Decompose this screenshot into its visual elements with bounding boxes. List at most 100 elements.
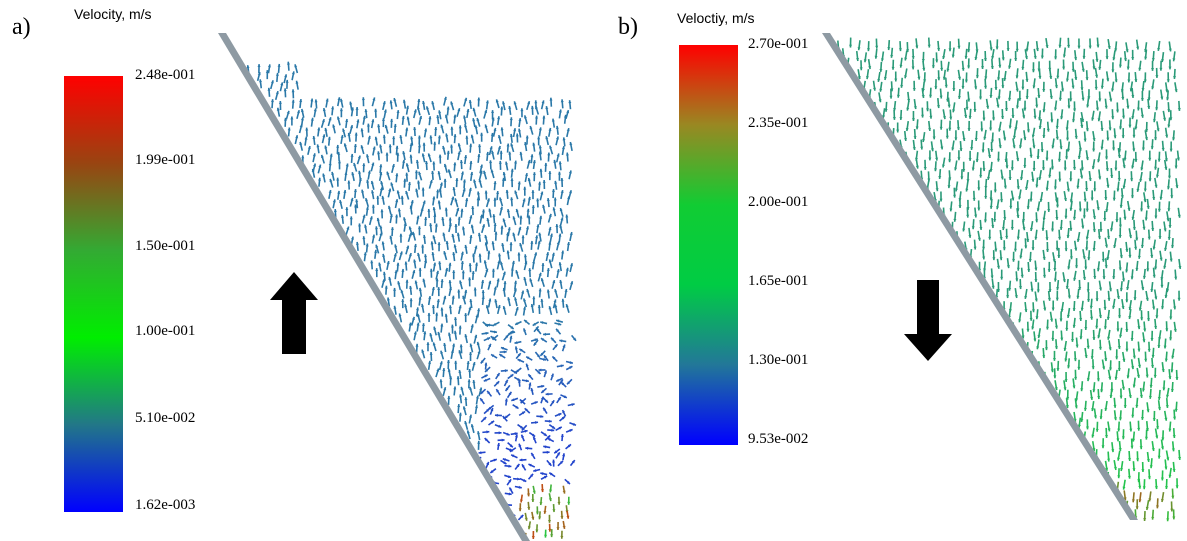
velocity-vector-head [332, 199, 336, 203]
velocity-vector-head [1042, 256, 1046, 260]
velocity-vector-head [1080, 307, 1084, 311]
velocity-vector-head [982, 117, 986, 121]
velocity-vector-head [514, 190, 518, 194]
velocity-vector-head [1047, 209, 1051, 212]
velocity-vector-head [548, 259, 552, 263]
velocity-vector-head [1106, 316, 1110, 320]
velocity-vector-head [1164, 358, 1168, 362]
velocity-vector-head [1055, 216, 1059, 220]
velocity-vector-head [1125, 269, 1129, 273]
velocity-vector-head [492, 214, 496, 218]
velocity-vector-head [993, 218, 997, 222]
velocity-vector-head [324, 145, 328, 149]
velocity-vector-head [968, 234, 972, 238]
velocity-vector-head [378, 262, 382, 266]
velocity-vector-head [1051, 228, 1055, 232]
velocity-vector-head [312, 136, 316, 140]
velocity-vector-head [981, 149, 985, 153]
colorbar-b [679, 45, 738, 445]
velocity-vector-head [406, 245, 410, 249]
velocity-vector-head [514, 432, 518, 436]
velocity-vector-head [938, 176, 942, 179]
velocity-vector-head [1078, 287, 1082, 290]
velocity-vector-head [379, 225, 383, 229]
velocity-vector-head [899, 64, 903, 68]
velocity-vector-head [488, 298, 492, 302]
velocity-vector-head [553, 159, 557, 163]
velocity-vector-head [299, 124, 303, 128]
velocity-vector-head [524, 319, 528, 323]
velocity-vector-head [480, 390, 484, 394]
velocity-vector-head [438, 261, 442, 265]
velocity-vector-head [1029, 317, 1033, 321]
vector-field-b [836, 37, 1182, 522]
velocity-vector-head [1168, 66, 1172, 70]
down-arrow-icon [904, 280, 952, 361]
velocity-vector-head [524, 429, 528, 433]
velocity-vector-head [534, 401, 538, 405]
velocity-vector-head [1133, 297, 1137, 301]
velocity-vector-head [1176, 157, 1180, 161]
velocity-vector-head [471, 271, 475, 274]
velocity-vector-head [1025, 78, 1029, 82]
velocity-vector-head [443, 96, 447, 100]
velocity-vector-head [1083, 198, 1087, 202]
velocity-vector-head [1079, 336, 1083, 340]
velocity-vector-head [1092, 337, 1096, 340]
velocity-vector-head [1146, 268, 1150, 272]
velocity-vector-head [1132, 148, 1136, 152]
velocity-vector-head [468, 263, 472, 267]
velocity-vector-head [369, 216, 373, 220]
velocity-vector-head [343, 143, 347, 147]
velocity-vector-head [551, 337, 555, 341]
velocity-vector-head [555, 125, 559, 129]
velocity-vector-head [433, 141, 437, 145]
velocity-vector-head [496, 191, 500, 194]
velocity-vector-head [558, 109, 562, 113]
velocity-vector-head [1166, 97, 1170, 101]
velocity-vector-head [318, 177, 322, 181]
velocity-vector-head [462, 406, 466, 410]
velocity-vector-head [1000, 199, 1004, 203]
velocity-vector-head [516, 463, 520, 468]
velocity-vector-head [1112, 197, 1116, 201]
velocity-vector-head [394, 270, 398, 274]
velocity-vector-head [415, 307, 420, 311]
velocity-vector-head [1166, 218, 1170, 222]
velocity-vector-head [1117, 428, 1121, 432]
velocity-vector-head [535, 105, 538, 110]
velocity-vector-head [506, 232, 510, 236]
velocity-vector-head [980, 128, 984, 132]
velocity-vector-head [506, 209, 510, 213]
velocity-vector-head [374, 249, 378, 253]
velocity-vector-head [1095, 428, 1099, 432]
velocity-vector-head [1097, 335, 1101, 339]
velocity-vector-head [1149, 465, 1153, 469]
velocity-vector-head [396, 152, 400, 156]
velocity-vector-head [300, 108, 304, 113]
velocity-vector-head [361, 97, 365, 101]
velocity-vector-head [477, 350, 481, 354]
velocity-vector-head [415, 343, 419, 347]
velocity-vector-head [940, 67, 944, 71]
velocity-vector-head [526, 356, 530, 360]
velocity-vector-head [345, 163, 349, 167]
velocity-vector-head [386, 261, 390, 265]
velocity-vector-head [426, 106, 429, 110]
velocity-vector-head [1036, 289, 1040, 293]
velocity-vector-head [464, 334, 468, 338]
velocity-vector-head [1136, 107, 1140, 111]
velocity-vector-head [502, 101, 506, 105]
velocity-vector-head [1086, 378, 1090, 382]
velocity-vector-head [382, 134, 386, 138]
velocity-vector-head [490, 336, 494, 340]
velocity-vector-head [1141, 147, 1145, 151]
velocity-vector-head [1073, 108, 1077, 112]
velocity-vector-head [350, 197, 354, 201]
velocity-vector-head [967, 98, 971, 102]
velocity-vector-head [1155, 315, 1159, 319]
velocity-vector-head [571, 403, 575, 407]
velocity-vector-head [1105, 209, 1109, 213]
velocity-vector-head [1098, 287, 1103, 291]
velocity-vector-head [1152, 196, 1156, 200]
